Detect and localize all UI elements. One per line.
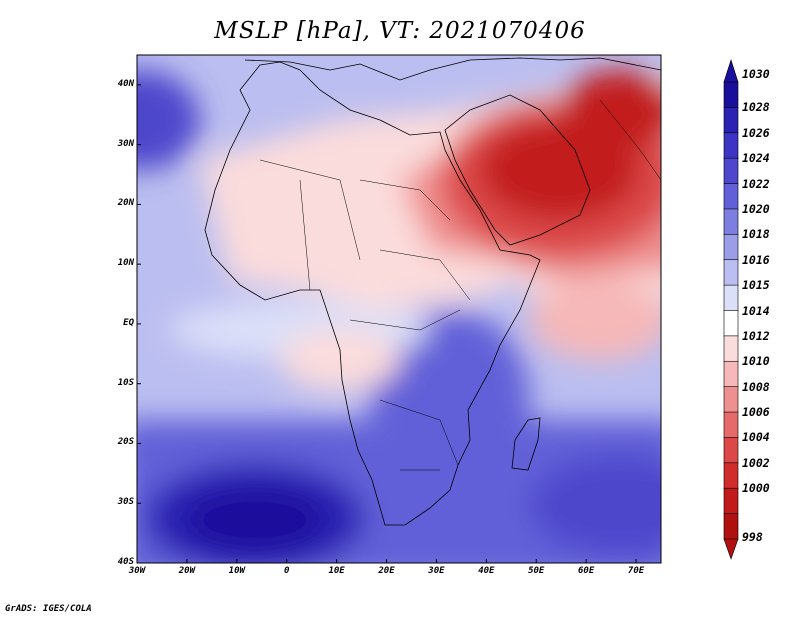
lat-tick-label: 40S — [117, 557, 134, 567]
colorbar — [723, 59, 739, 560]
colorbar-min-arrow — [723, 538, 739, 560]
colorbar-level-label: 1010 — [742, 354, 770, 369]
colorbar-segment — [723, 513, 739, 540]
colorbar-level-label: 1015 — [742, 278, 770, 293]
colorbar-level-label: 1026 — [742, 125, 770, 140]
colorbar-segment — [723, 107, 739, 134]
lat-tick-label: 30S — [117, 497, 134, 508]
madagascar-outline — [511, 417, 541, 471]
colorbar-segment — [723, 462, 739, 490]
colorbar-segment — [723, 157, 739, 185]
colorbar-segment — [723, 411, 739, 439]
credit-text: GrADS: IGES/COLA — [5, 604, 92, 614]
lat-tick-label: 10S — [117, 377, 134, 388]
south-atlantic-high-core — [185, 488, 325, 552]
lon-tick-label: 20E — [378, 566, 395, 576]
colorbar-level-label: 1024 — [742, 151, 770, 166]
colorbar-level-label: 1020 — [742, 201, 770, 216]
colorbar-level-label: 1014 — [742, 303, 770, 318]
colorbar-level-label: 1000 — [742, 481, 770, 496]
colorbar-segment — [723, 335, 739, 363]
lon-tick-label: 60E — [578, 566, 595, 576]
colorbar-segment — [723, 310, 739, 337]
east-africa-ridge — [370, 310, 530, 490]
lon-tick-label: 0 — [283, 566, 290, 576]
colorbar-level-label: 1012 — [742, 328, 770, 343]
colorbar-level-label: 1022 — [742, 176, 770, 191]
axis-ticks — [136, 84, 637, 564]
lat-tick-label: 20S — [117, 437, 134, 448]
coastlines — [204, 57, 661, 526]
colorbar-segment — [723, 183, 739, 210]
lon-tick-label: 30W — [128, 566, 146, 576]
colorbar-segment — [723, 437, 739, 464]
colorbar-level-label: 1004 — [742, 430, 770, 445]
map-frame — [136, 54, 662, 564]
lat-tick-label: 20N — [117, 198, 134, 209]
lon-tick-label: 10E — [328, 566, 345, 576]
lat-tick-label: 40N — [117, 78, 134, 89]
iran-low — [560, 70, 661, 150]
colorbar-segment — [723, 234, 739, 261]
colorbar-segment — [723, 284, 739, 312]
colorbar-segment — [723, 132, 739, 159]
colorbar-segment — [723, 487, 739, 515]
lon-tick-label: 10W — [228, 566, 245, 576]
colorbar-level-label: 1030 — [742, 67, 770, 81]
colorbar-segment — [723, 386, 739, 413]
colorbar-segment — [723, 259, 739, 286]
africa-coastline — [204, 61, 541, 526]
colorbar-level-label: 1028 — [742, 100, 770, 115]
colorbar-level-label: 1016 — [742, 252, 770, 267]
colorbar-segment — [723, 81, 739, 109]
colorbar-level-label: 1018 — [742, 227, 770, 242]
lat-tick-label: 30N — [117, 138, 134, 149]
colorbar-level-label: 998 — [742, 530, 763, 544]
europe-coast — [244, 57, 661, 81]
map-title: MSLP [hPa], VT: 2021070406 — [214, 18, 586, 44]
lon-tick-label: 30E — [428, 566, 445, 576]
border-lines — [259, 99, 661, 471]
lat-tick-label: EQ — [123, 317, 134, 328]
colorbar-level-label: 1006 — [742, 405, 770, 420]
pressure-field — [137, 55, 661, 563]
congo-weak-low — [280, 330, 400, 390]
lon-tick-label: 50E — [528, 566, 545, 576]
colorbar-max-arrow — [723, 59, 739, 83]
lon-tick-label: 20W — [178, 566, 196, 576]
arabian-sea-low — [530, 280, 661, 360]
colorbar-level-label: 1002 — [742, 455, 770, 470]
lon-tick-label: 40E — [478, 566, 495, 576]
arabia-outline — [444, 94, 591, 246]
colorbar-segment — [723, 360, 739, 388]
indian-ocean-high — [530, 455, 661, 555]
colorbar-level-label: 1008 — [742, 379, 770, 394]
azores-high — [137, 70, 200, 170]
lat-tick-label: 10N — [117, 258, 134, 269]
lon-tick-label: 70E — [627, 566, 645, 576]
colorbar-segment — [723, 208, 739, 236]
